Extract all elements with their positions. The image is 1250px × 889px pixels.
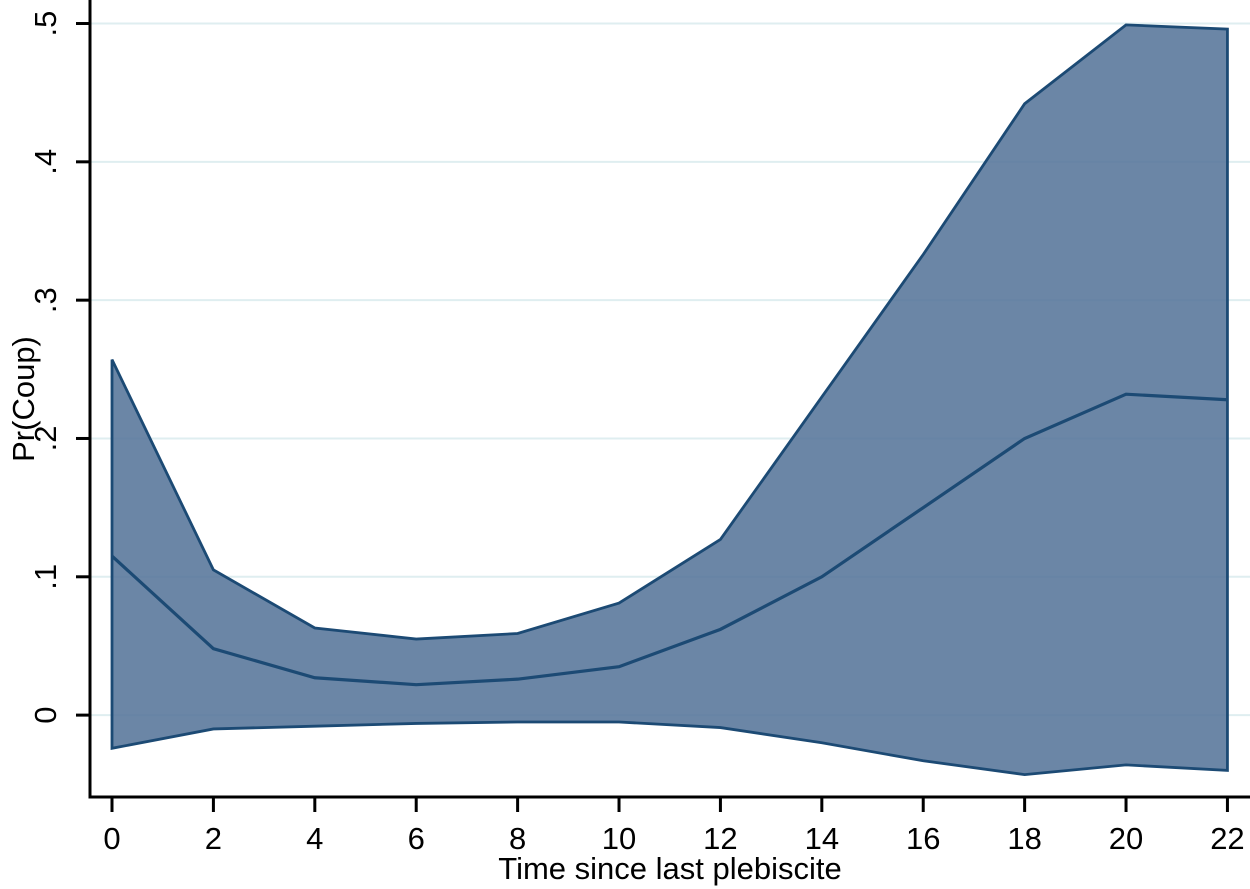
estimate-line bbox=[110, 392, 1228, 687]
y-tick-label: .3 bbox=[28, 287, 63, 313]
x-axis-tick-labels: 0 2 4 6 8 10 12 14 16 18 20 22 bbox=[103, 821, 1244, 856]
axes bbox=[88, 0, 1250, 799]
x-axis-title: Time since last plebiscite bbox=[498, 851, 841, 886]
y-axis-title: Pr(Coup) bbox=[6, 336, 41, 462]
x-tick-label: 6 bbox=[408, 821, 425, 856]
x-tick-label: 18 bbox=[1007, 821, 1041, 856]
y-tick-label: .5 bbox=[28, 11, 63, 37]
x-tick-label: 2 bbox=[205, 821, 222, 856]
y-tick-label: .1 bbox=[28, 564, 63, 590]
x-tick-label: 22 bbox=[1210, 821, 1244, 856]
x-tick-label: 4 bbox=[306, 821, 323, 856]
y-axis-ticks bbox=[76, 22, 90, 717]
x-axis-ticks bbox=[110, 797, 1229, 812]
y-tick-label: .4 bbox=[28, 149, 63, 175]
confidence-band bbox=[110, 23, 1229, 777]
x-tick-label: 0 bbox=[103, 821, 120, 856]
x-tick-label: 10 bbox=[602, 821, 636, 856]
x-tick-label: 12 bbox=[703, 821, 737, 856]
x-tick-label: 16 bbox=[906, 821, 940, 856]
y-tick-label: .2 bbox=[28, 426, 63, 452]
x-tick-label: 20 bbox=[1109, 821, 1143, 856]
x-tick-label: 8 bbox=[509, 821, 526, 856]
y-tick-label: 0 bbox=[28, 706, 63, 723]
x-tick-label: 14 bbox=[805, 821, 839, 856]
y-axis-tick-labels: 0 .1 .2 .3 .4 .5 bbox=[28, 11, 63, 724]
